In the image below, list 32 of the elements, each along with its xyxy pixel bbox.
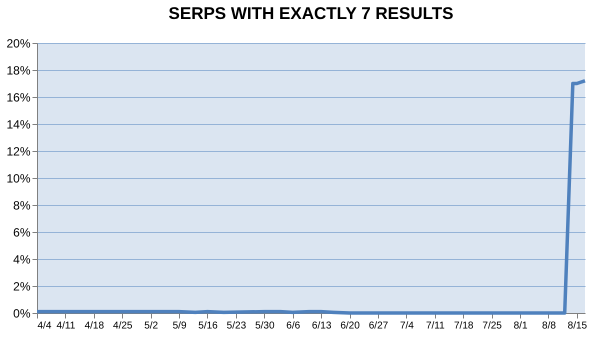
y-tick-label: 16% bbox=[6, 90, 31, 104]
y-tick-label: 0% bbox=[13, 306, 31, 320]
y-tick-label: 18% bbox=[6, 64, 31, 78]
x-tick-label: 6/27 bbox=[368, 320, 389, 332]
y-tick-label: 10% bbox=[6, 172, 31, 186]
x-tick-label: 5/2 bbox=[144, 320, 159, 332]
x-tick-label: 4/4 bbox=[38, 320, 52, 332]
y-tick-label: 8% bbox=[13, 198, 31, 212]
y-tick-label: 20% bbox=[6, 36, 31, 50]
x-tick-label: 5/23 bbox=[226, 320, 247, 332]
x-tick-label: 5/9 bbox=[172, 320, 187, 332]
x-tick-label: 6/13 bbox=[312, 320, 332, 332]
x-tick-label: 7/25 bbox=[482, 320, 502, 332]
x-tick-label: 8/1 bbox=[514, 320, 528, 332]
x-tick-label: 6/20 bbox=[340, 320, 360, 332]
x-tick-label: 5/16 bbox=[198, 320, 218, 332]
x-tick-label: 8/15 bbox=[568, 320, 588, 332]
x-tick-label: 4/11 bbox=[56, 320, 76, 332]
y-tick-label: 14% bbox=[6, 118, 31, 132]
x-tick-label: 7/18 bbox=[454, 320, 474, 332]
y-tick-label: 2% bbox=[13, 280, 31, 294]
y-tick-label: 4% bbox=[13, 252, 31, 266]
x-tick-label: 7/4 bbox=[400, 320, 414, 332]
y-tick-label: 6% bbox=[13, 226, 31, 240]
x-tick-label: 7/11 bbox=[426, 320, 446, 332]
x-tick-label: 8/8 bbox=[542, 320, 556, 332]
x-tick-label: 4/18 bbox=[84, 320, 104, 332]
x-tick-label: 4/25 bbox=[113, 320, 133, 332]
chart-title: SERPS WITH EXACTLY 7 RESULTS bbox=[168, 4, 454, 23]
x-tick-label: 6/6 bbox=[286, 320, 301, 332]
y-tick-label: 12% bbox=[6, 144, 31, 158]
x-tick-label: 5/30 bbox=[255, 320, 275, 332]
